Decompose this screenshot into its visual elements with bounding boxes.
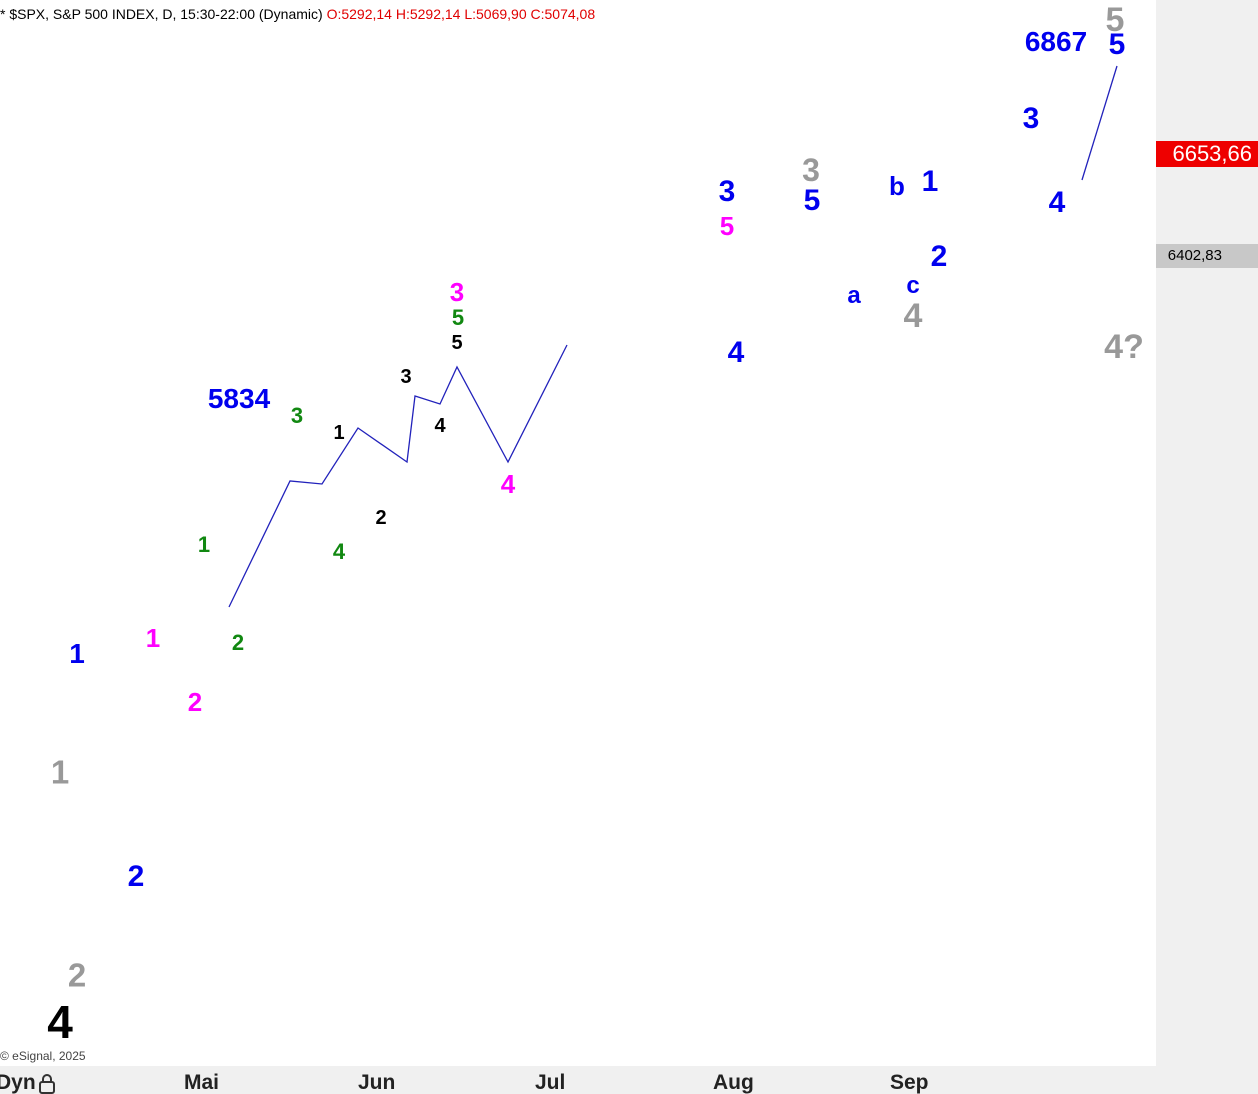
month-label-mai: Mai (184, 1071, 220, 1094)
dyn-label: Dyn (0, 1071, 36, 1094)
wave-path-line (228, 344, 568, 608)
wave-label: 4 (1048, 186, 1066, 219)
wave-label: 3 (449, 277, 465, 307)
wave-label: 2 (930, 240, 948, 273)
wave-label: 2 (127, 860, 145, 893)
last-price-tag: 6653,66 (1156, 141, 1258, 167)
wave-label: 2 (375, 507, 387, 529)
chart-plot-area[interactable] (0, 0, 1156, 1066)
reference-price-tag: 6402,83 (1156, 244, 1258, 268)
month-label-jul: Jul (535, 1071, 566, 1094)
chart-header: * $SPX, S&P 500 INDEX, D, 15:30-22:00 (D… (0, 6, 595, 22)
time-axis[interactable] (0, 1066, 1258, 1094)
lock-icon[interactable] (36, 1072, 58, 1094)
wave-label: 1 (333, 422, 345, 444)
wave-label: 5 (451, 305, 465, 330)
wave-label: 1 (50, 753, 70, 791)
wave-label: 4 (332, 539, 346, 564)
wave-label: 4 (434, 415, 446, 437)
wave-label: 1 (145, 623, 161, 653)
wave-label: 1 (69, 638, 85, 669)
wave-label: b (889, 171, 905, 201)
wave-label: 5 (719, 211, 735, 241)
wave-label: 1 (921, 165, 939, 198)
wave-label: a (847, 282, 861, 309)
month-label-aug: Aug (713, 1071, 754, 1094)
ohlc-values: O:5292,14 H:5292,14 L:5069,90 C:5074,08 (326, 6, 596, 22)
wave-label: 6867 (1024, 26, 1088, 57)
copyright: © eSignal, 2025 (0, 1049, 86, 1063)
wave-label: 5 (803, 184, 821, 217)
wave-label: 3 (400, 366, 412, 388)
wave-label: 4 (47, 996, 73, 1048)
wave-label: c (906, 272, 920, 299)
wave-label: 4? (1104, 328, 1144, 366)
wave-label: 3 (802, 152, 820, 188)
wave-path-line (1081, 65, 1118, 181)
month-label-sep: Sep (890, 1071, 929, 1094)
price-axis[interactable]: 7000,006800,006600,006200,006000,005800,… (1156, 0, 1258, 1066)
wave-label: 3 (1022, 102, 1040, 135)
wave-label: 2 (231, 630, 245, 655)
wave-label: 5 (451, 332, 463, 354)
wave-label: 1 (197, 532, 211, 557)
wave-label: 4 (903, 297, 923, 335)
month-label-jun: Jun (358, 1071, 396, 1094)
wave-label: 5834 (207, 383, 271, 414)
wave-label: 3 (718, 175, 736, 208)
wave-label: 5 (1108, 28, 1126, 61)
symbol-info: * $SPX, S&P 500 INDEX, D, 15:30-22:00 (D… (0, 6, 323, 22)
wave-label: 4 (727, 336, 745, 369)
wave-label: 3 (290, 403, 304, 428)
wave-label: 4 (500, 469, 516, 499)
wave-label: 5 (1105, 1, 1125, 39)
wave-label: 2 (187, 687, 203, 717)
candlestick-chart (228, 65, 1118, 608)
wave-label: 2 (67, 956, 87, 994)
